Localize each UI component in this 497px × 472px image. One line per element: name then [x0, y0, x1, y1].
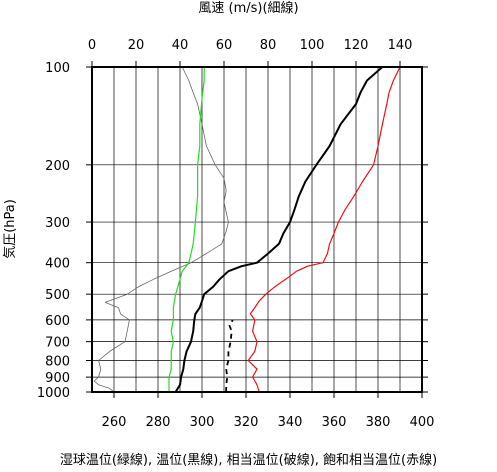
y-tick-label: 600 — [45, 314, 70, 329]
bottom-axis-title: 湿球温位(緑線), 温位(黒線), 相当温位(破線), 飽和相当温位(赤線) — [59, 453, 438, 468]
plot-frame — [91, 66, 423, 393]
x-bottom-tick-label: 280 — [146, 415, 171, 430]
x-bottom-tick-label: 260 — [102, 415, 127, 430]
series-line-wind-speed — [93, 66, 229, 393]
axis-ticks: 260 280 300 320 340 360 380 400 0 20 40 60 80 100 120 1… — [37, 38, 435, 430]
x-bottom-tick-label: 300 — [190, 415, 215, 430]
series-line-equivalent-potential-temperature — [225, 319, 234, 392]
x-bottom-tick-label: 380 — [366, 415, 391, 430]
x-top-tick-label: 100 — [300, 38, 325, 53]
series-layer — [93, 66, 401, 393]
y-tick-label: 200 — [45, 159, 70, 174]
y-tick-label: 900 — [45, 371, 70, 386]
x-bottom-tick-label: 320 — [234, 415, 259, 430]
x-top-tick-label: 0 — [88, 38, 96, 53]
x-top-tick-label: 120 — [344, 38, 369, 53]
x-bottom-tick-label: 360 — [322, 415, 347, 430]
grid — [92, 67, 422, 392]
y-tick-label: 500 — [45, 288, 70, 303]
series-line-wet-bulb-potential-temperature — [168, 67, 205, 392]
x-top-tick-label: 20 — [128, 38, 145, 53]
x-top-tick-label: 40 — [172, 38, 189, 53]
y-tick-label: 400 — [45, 257, 70, 272]
y-tick-label: 300 — [45, 216, 70, 231]
y-axis-label: 気圧(hPa) — [2, 199, 18, 259]
x-top-tick-label: 60 — [216, 38, 233, 53]
y-tick-label: 800 — [45, 355, 70, 370]
x-top-tick-label: 80 — [260, 38, 277, 53]
x-top-tick-label: 140 — [388, 38, 413, 53]
y-tick-label: 1000 — [37, 386, 70, 401]
series-line-saturated-equivalent-potential-temperature — [247, 66, 401, 393]
y-tick-label: 700 — [45, 336, 70, 351]
series-line-potential-temperature — [174, 66, 384, 393]
x-bottom-tick-label: 400 — [410, 415, 435, 430]
x-bottom-tick-label: 340 — [278, 415, 303, 430]
y-tick-label: 100 — [45, 61, 70, 76]
top-axis-title: 風速 (m/s)(細線) — [198, 1, 299, 16]
